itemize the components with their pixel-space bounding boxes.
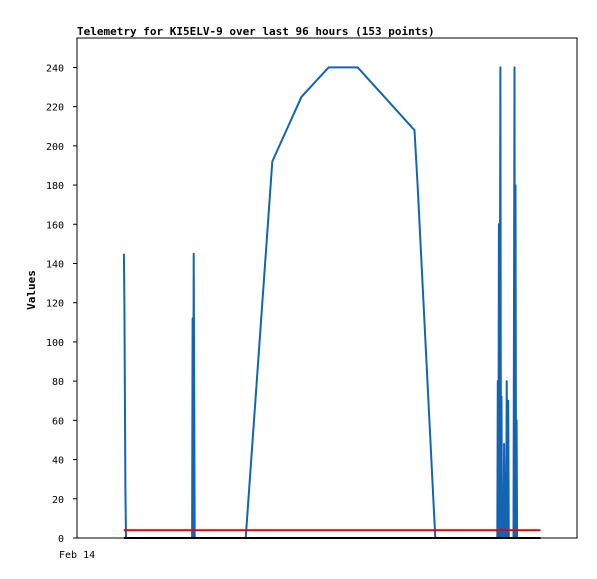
y-tick-label: 80 xyxy=(52,377,64,388)
y-tick-label: 160 xyxy=(46,220,64,231)
series-group xyxy=(122,66,541,539)
y-tick-label: 240 xyxy=(46,63,64,74)
plot-area xyxy=(76,37,578,539)
y-tick-label: 200 xyxy=(46,142,64,153)
series-line-0 xyxy=(122,66,520,539)
x-axis-ticks: Feb 14 xyxy=(59,550,95,561)
y-tick-label: 220 xyxy=(46,103,64,114)
y-tick-label: 60 xyxy=(52,416,64,427)
y-tick-label: 0 xyxy=(58,534,64,545)
y-tick-label: 140 xyxy=(46,259,64,270)
y-tick-label: 20 xyxy=(52,495,64,506)
y-tick-label: 100 xyxy=(46,338,64,349)
y-tick-label: 120 xyxy=(46,299,64,310)
y-axis-ticks: 0 20 40 60 80 100 120 140 160 180 200 220 240 xyxy=(46,63,77,545)
y-tick-label: 40 xyxy=(52,456,64,467)
x-tick-label: Feb 14 xyxy=(59,550,95,561)
chart-title: Telemetry for KI5ELV-9 over last 96 hour… xyxy=(77,25,435,38)
y-axis-label: Values xyxy=(25,270,38,310)
y-tick-label: 180 xyxy=(46,181,64,192)
